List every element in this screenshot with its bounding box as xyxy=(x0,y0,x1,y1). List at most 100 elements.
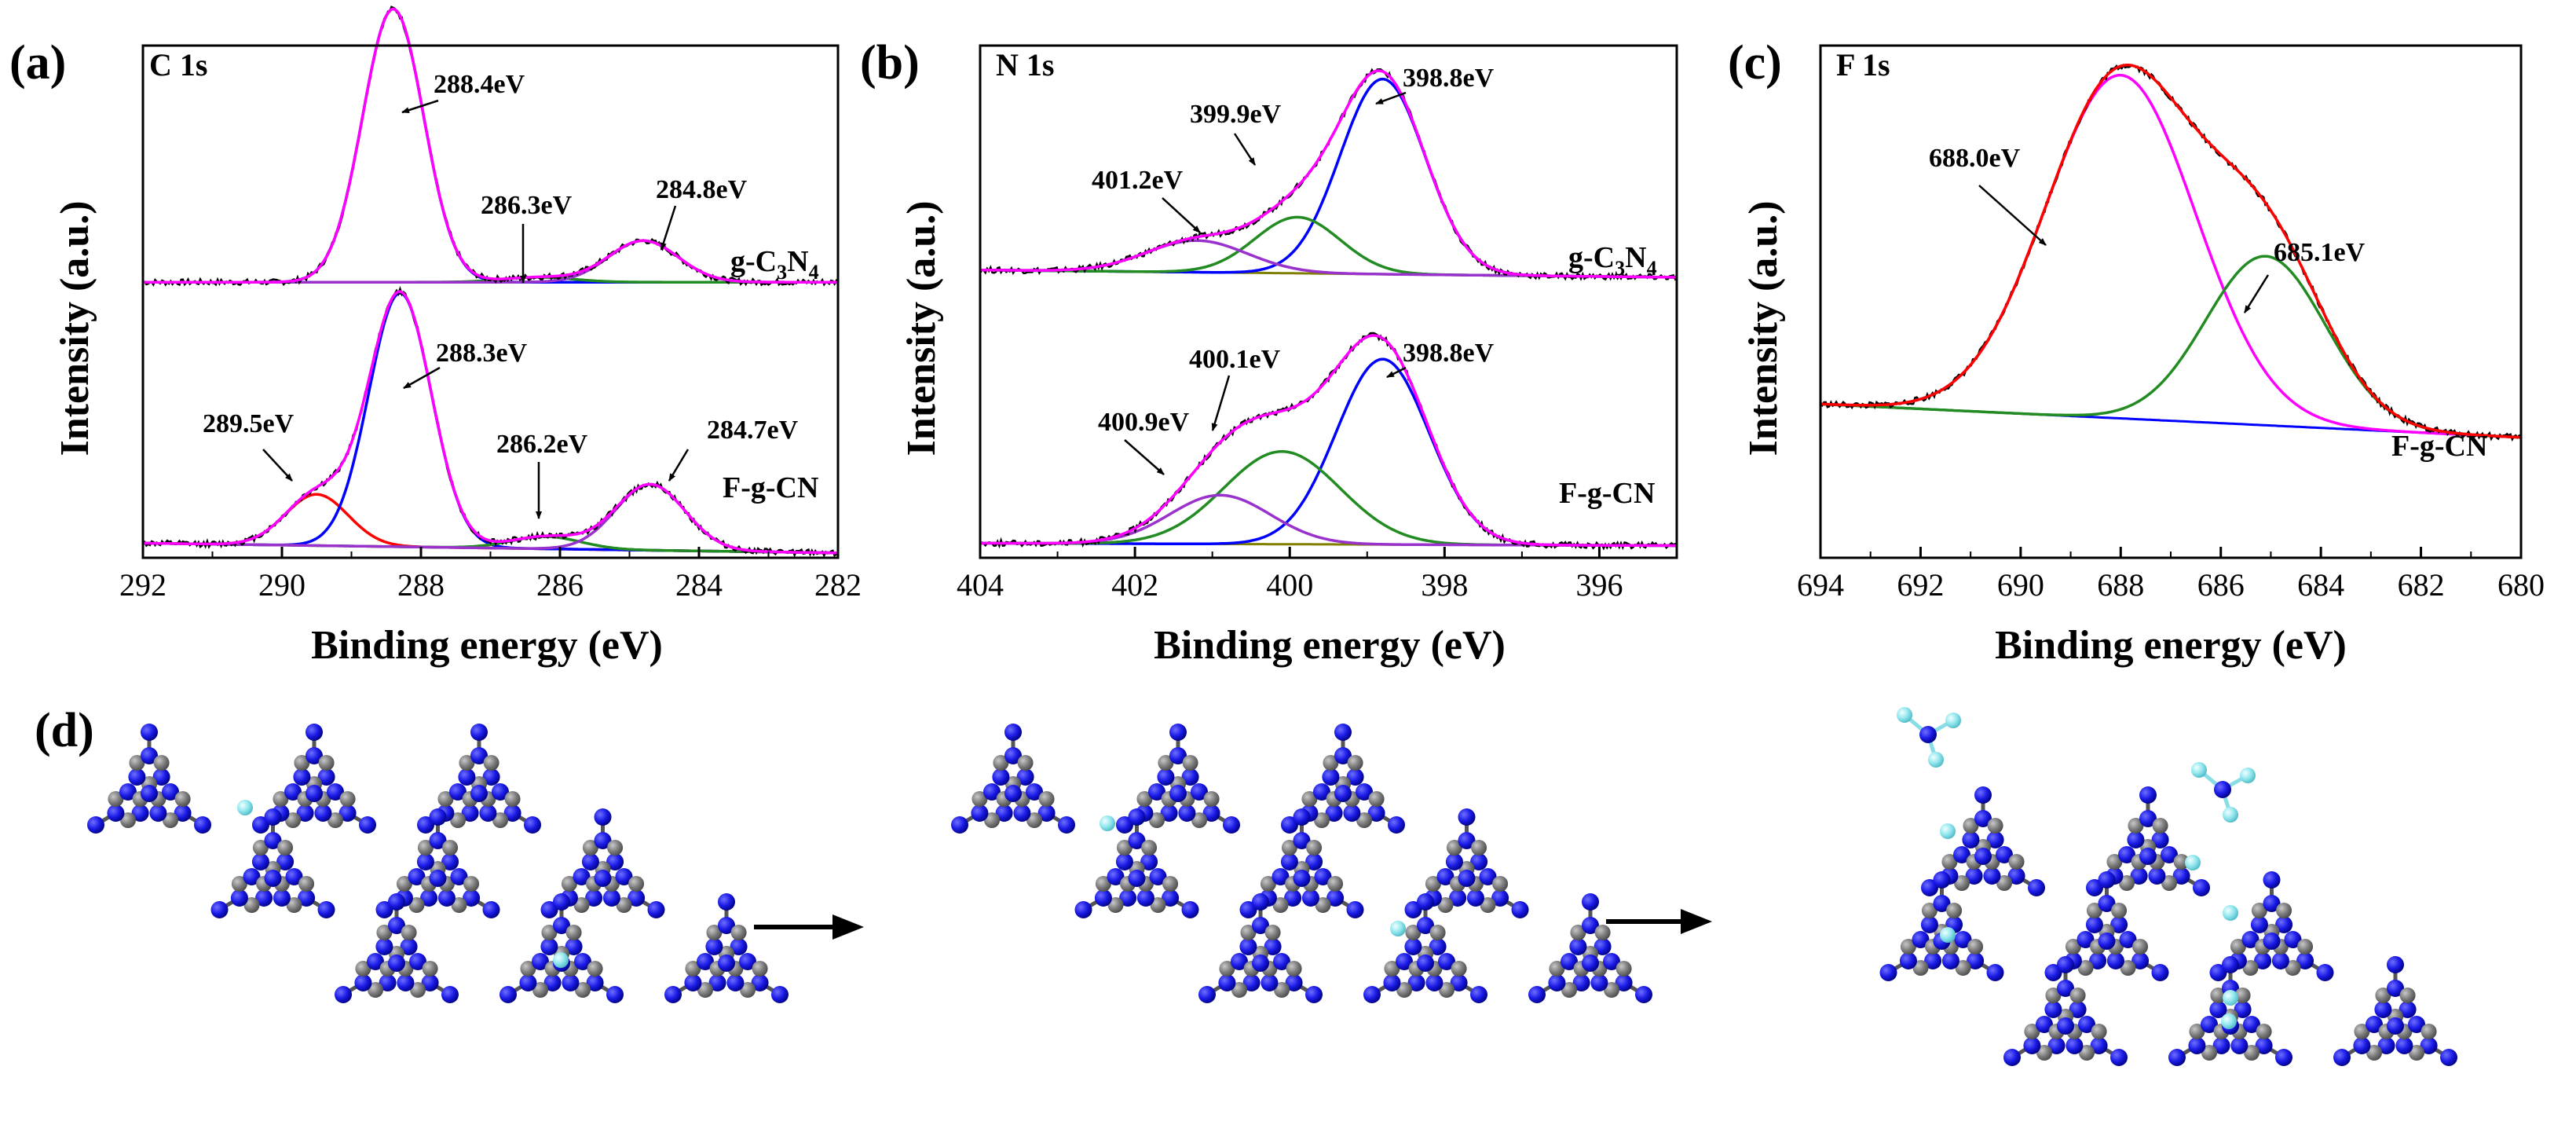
carbon-atom xyxy=(2256,1024,2272,1039)
carbon-atom xyxy=(2024,1024,2040,1039)
nitrogen-atom xyxy=(1974,848,1992,865)
nitrogen-atom xyxy=(429,870,447,887)
nitrogen-atom xyxy=(2353,1037,2371,1054)
plot-frame xyxy=(141,44,840,559)
chart-panel-c: (c) F 1s Intensity (a.u.) Binding energy… xyxy=(1728,36,2545,668)
nitrogen-atom xyxy=(1162,889,1180,907)
nitrogen-atom xyxy=(2255,1037,2273,1054)
carbon-atom xyxy=(1315,897,1331,913)
nitrogen-atom xyxy=(284,783,302,801)
nitrogen-atom xyxy=(1396,953,1413,970)
carbon-atom xyxy=(463,876,480,892)
carbon-atom xyxy=(1987,818,2003,834)
carbon-atom xyxy=(2230,939,2246,955)
nitrogen-atom xyxy=(615,868,633,885)
nitrogen-atom xyxy=(1004,785,1022,802)
molecular-structures xyxy=(87,707,2457,1066)
carbon-atom xyxy=(120,812,136,828)
sample-label: g-C3N4 xyxy=(1568,241,1657,280)
nitrogen-atom xyxy=(2263,895,2281,912)
nitrogen-atom xyxy=(306,747,323,764)
nitrogen-atom xyxy=(718,893,735,911)
nitrogen-atom xyxy=(1458,870,1476,887)
panel-label: (c) xyxy=(1728,36,1782,90)
carbon-atom xyxy=(697,982,713,998)
nitrogen-atom xyxy=(1470,853,1488,870)
fitted-envelope-line xyxy=(1820,64,2522,439)
spectrum-F-g-CN: F-g-CN xyxy=(1820,63,2522,463)
carbon-atom xyxy=(1396,982,1412,998)
nitrogen-atom xyxy=(354,974,372,991)
nitrogen-atom xyxy=(1615,974,1633,991)
nitrogen-atom xyxy=(2440,1049,2457,1066)
carbon-atom xyxy=(376,925,393,940)
nitrogen-atom xyxy=(2151,964,2169,981)
nitrogen-atom xyxy=(1293,832,1311,849)
nitrogen-atom xyxy=(1479,868,1497,885)
nitrogen-atom xyxy=(1264,938,1282,955)
nitrogen-atom xyxy=(470,747,488,764)
nitrogen-atom xyxy=(306,724,323,741)
x-tick-label: 396 xyxy=(1575,567,1623,603)
carbon-atom xyxy=(1570,925,1586,940)
carbon-atom xyxy=(575,982,591,998)
peak-annotations: 288.4eV 286.3eV 284.8eV 289.5eV 288.3eV 286.2… xyxy=(203,70,799,519)
nitrogen-atom xyxy=(335,986,352,1003)
y-axis-title: Intensity (a.u.) xyxy=(53,200,97,456)
fitted-envelope-line xyxy=(979,69,1678,279)
carbon-atom xyxy=(2354,1024,2370,1039)
carbon-atom xyxy=(2201,1045,2217,1061)
fluorine-atom xyxy=(1390,921,1406,936)
x-axis-ticks: 404 402 400 398 396 xyxy=(957,547,1623,603)
nitrogen-atom xyxy=(2263,871,2281,889)
carbon-atom xyxy=(752,961,768,977)
nitrogen-atom xyxy=(1148,783,1165,801)
peak-arrow xyxy=(1375,91,1407,105)
nitrogen-atom xyxy=(2007,867,2025,885)
peak-label: 685.1eV xyxy=(2274,238,2366,267)
nitrogen-atom xyxy=(463,889,481,907)
nitrogen-atom xyxy=(606,853,624,870)
nitrogen-atom xyxy=(524,816,541,834)
carbon-atom xyxy=(1150,897,1166,913)
nitrogen-atom xyxy=(1383,974,1401,991)
nitrogen-atom xyxy=(2420,1037,2438,1054)
nitrogen-atom xyxy=(2139,786,2157,804)
nitrogen-atom xyxy=(470,724,488,741)
peak-label: 288.4eV xyxy=(434,70,525,99)
nitrogen-atom xyxy=(1528,986,1546,1003)
nitrogen-atom xyxy=(2271,952,2289,969)
peak-arrow xyxy=(1162,197,1201,233)
spectrum-title: C 1s xyxy=(149,47,207,82)
nitrogen-atom xyxy=(1445,853,1463,870)
peak-arrow xyxy=(1233,133,1257,166)
nitrogen-atom xyxy=(1252,917,1269,934)
nitrogen-atom xyxy=(1965,867,1983,885)
nitrogen-atom xyxy=(2408,1016,2425,1033)
carbon-atom xyxy=(1107,897,1124,913)
fluorine-atom xyxy=(2185,855,2201,870)
carbon-atom xyxy=(2091,1024,2107,1039)
nitrogen-atom xyxy=(479,804,497,822)
nitrogen-atom xyxy=(1273,953,1290,970)
carbon-atom xyxy=(1594,925,1611,940)
nitrogen-atom xyxy=(2110,916,2128,933)
carbon-atom xyxy=(1264,925,1281,940)
nitrogen-atom xyxy=(1223,816,1240,834)
nitrogen-atom xyxy=(230,889,248,907)
carbon-atom xyxy=(1963,818,1979,834)
nitrogen-atom xyxy=(470,785,488,802)
nitrogen-atom xyxy=(2374,1001,2392,1018)
fitted-envelope-line xyxy=(980,334,1677,548)
raw-data-line xyxy=(142,5,840,288)
nitrogen-atom xyxy=(1326,889,1345,907)
carbon-atom xyxy=(1149,812,1165,828)
nitrogen-atom xyxy=(1252,955,1269,972)
nitrogen-atom xyxy=(388,893,405,911)
nitrogen-atom xyxy=(152,768,170,786)
nitrogen-atom xyxy=(1004,724,1022,741)
carbon-atom xyxy=(1203,791,1220,807)
x-tick-label: 694 xyxy=(1797,567,1844,603)
nitrogen-atom xyxy=(1094,889,1112,907)
